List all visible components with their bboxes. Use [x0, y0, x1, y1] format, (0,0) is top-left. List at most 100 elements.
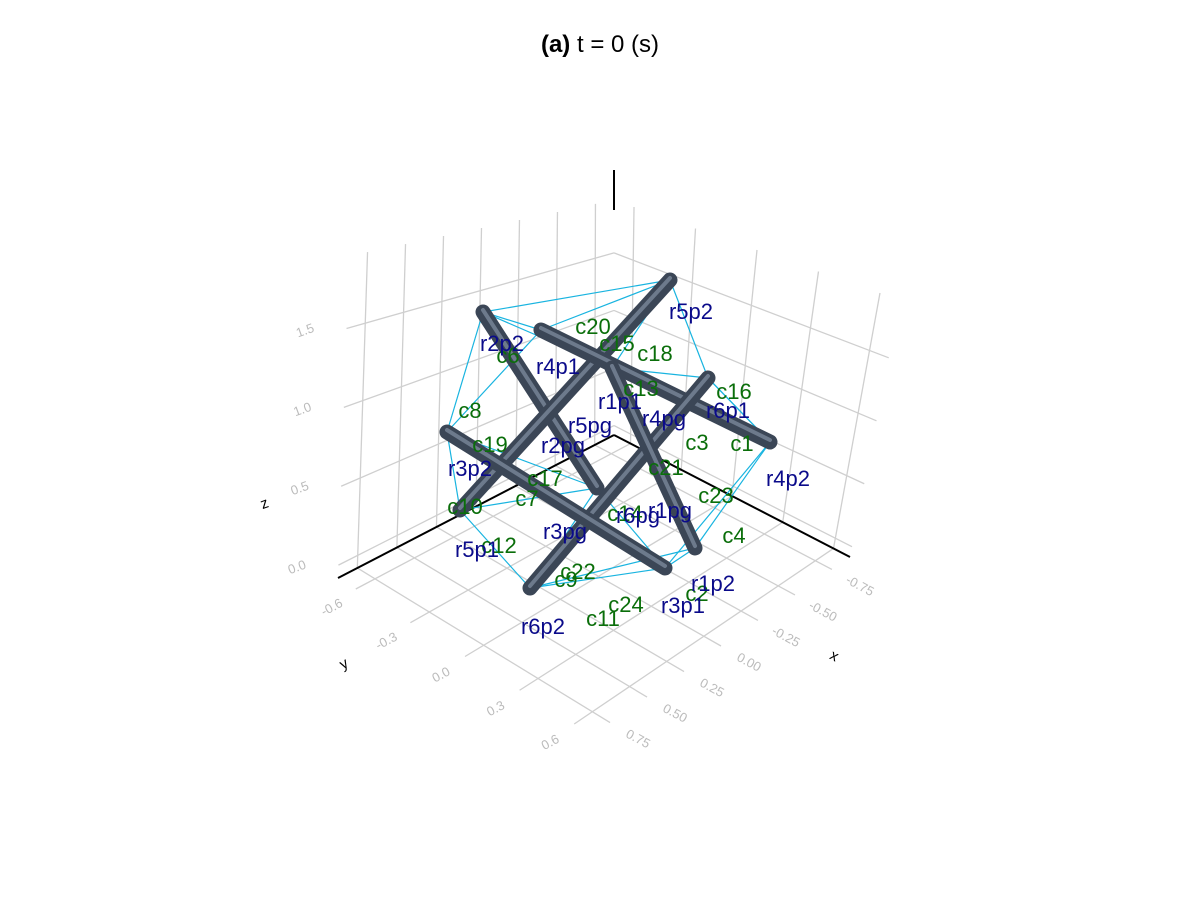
- cable-label: c2: [685, 581, 708, 606]
- grid-line: [356, 252, 369, 569]
- cable: [664, 441, 771, 569]
- grid-line: [435, 236, 445, 528]
- grid-line: [573, 547, 834, 725]
- cable-label: c10: [447, 494, 482, 519]
- cable-label: c3: [685, 430, 708, 455]
- grid-line: [613, 252, 889, 359]
- grid-line: [782, 271, 820, 523]
- cable-label: c23: [698, 483, 733, 508]
- x-axis-label: x: [827, 647, 842, 666]
- y-tick-label: 0.3: [484, 697, 507, 719]
- rod-label: r6p1: [706, 398, 750, 423]
- title-prefix: (a): [541, 31, 570, 58]
- cable-label: c21: [648, 455, 683, 480]
- x-tick-label: -0.75: [843, 572, 876, 599]
- rod-label: r5pg: [568, 413, 612, 438]
- rod-label: r4p2: [766, 466, 810, 491]
- rod-label: r5p2: [669, 299, 713, 324]
- cable-label: c18: [637, 341, 672, 366]
- rod-highlight: [610, 364, 697, 548]
- rod-label: r4p1: [536, 354, 580, 379]
- cable-label: c16: [716, 379, 751, 404]
- cable: [446, 431, 461, 511]
- cable-label: c12: [481, 533, 516, 558]
- rod-label: r1p2: [691, 571, 735, 596]
- y-tick-label: -0.3: [373, 629, 400, 653]
- cable-label: c24: [608, 592, 643, 617]
- cable-label: c20: [575, 314, 610, 339]
- x-tick-label: 0.50: [660, 700, 689, 725]
- title: (a) t = 0 (s): [541, 31, 659, 58]
- cable-label: c7: [515, 486, 538, 511]
- cable-label: c9: [554, 567, 577, 592]
- rod-highlight: [528, 374, 710, 588]
- rod-label: r3p1: [661, 593, 705, 618]
- x-tick-label: 0.00: [734, 649, 763, 674]
- y-axis-label: y: [337, 655, 352, 674]
- cable-label: c22: [560, 559, 595, 584]
- cable-label: c11: [586, 606, 620, 631]
- rod-label: r3p2: [448, 456, 492, 481]
- rod-highlight: [481, 308, 599, 488]
- cable: [459, 509, 531, 589]
- cable-label: c14: [607, 501, 642, 526]
- x-tick-label: -0.50: [806, 597, 839, 624]
- z-tick-label: 1.5: [294, 320, 316, 340]
- cable: [529, 567, 666, 589]
- grid-line: [410, 469, 682, 624]
- z-tick-label: 0.5: [289, 478, 311, 498]
- cable-label: c4: [722, 523, 745, 548]
- cable-label: c6: [496, 343, 519, 368]
- rod-label: r6p2: [521, 614, 565, 639]
- grid-line: [519, 521, 784, 691]
- x-tick-label: 0.75: [623, 726, 652, 751]
- cable-label: c17: [527, 466, 562, 491]
- rod-highlight: [445, 428, 667, 568]
- grid-line: [680, 228, 697, 470]
- rod-label: r1pg: [648, 498, 692, 523]
- grid-line: [731, 249, 758, 497]
- rod-label: r2p2: [480, 331, 524, 356]
- x-tick-label: -0.25: [769, 623, 802, 650]
- y-tick-label: 0.6: [539, 731, 562, 753]
- grid-line: [594, 203, 597, 446]
- cable-label: c1: [730, 431, 753, 456]
- rod-highlight: [539, 326, 772, 442]
- grid-line: [346, 252, 615, 330]
- cable: [529, 547, 696, 589]
- rods: [439, 272, 778, 596]
- cable-label: c19: [472, 432, 507, 457]
- grid-line: [343, 309, 615, 408]
- cable: [669, 279, 709, 379]
- z-tick-label: 0.0: [286, 557, 308, 577]
- grid-line: [475, 227, 483, 507]
- grid-line: [832, 292, 881, 549]
- rod-label: r5p1: [455, 537, 499, 562]
- rod-label: r4pg: [642, 406, 686, 431]
- axis-line: [337, 434, 615, 579]
- cable: [446, 311, 484, 433]
- rod-label: r3pg: [543, 519, 587, 544]
- grid-line: [613, 309, 877, 422]
- z-tick-label: 1.0: [291, 399, 313, 419]
- rod-label: r6pg: [616, 503, 660, 528]
- cable-label: c8: [458, 398, 481, 423]
- x-tick-label: 0.25: [697, 675, 726, 700]
- title-text: t = 0 (s): [577, 31, 659, 58]
- cable-label: c13: [623, 376, 658, 401]
- grid-line: [396, 244, 407, 548]
- cable: [446, 329, 542, 433]
- cable: [482, 279, 671, 313]
- cable: [540, 279, 671, 331]
- cable: [459, 487, 598, 511]
- cable: [694, 441, 771, 549]
- rod-label: r2pg: [541, 433, 585, 458]
- y-tick-label: 0.0: [429, 664, 452, 686]
- y-tick-label: -0.6: [318, 595, 345, 619]
- cable-label: c15: [599, 331, 634, 356]
- z-axis-label: z: [258, 495, 271, 514]
- rod-label: r1p1: [598, 389, 642, 414]
